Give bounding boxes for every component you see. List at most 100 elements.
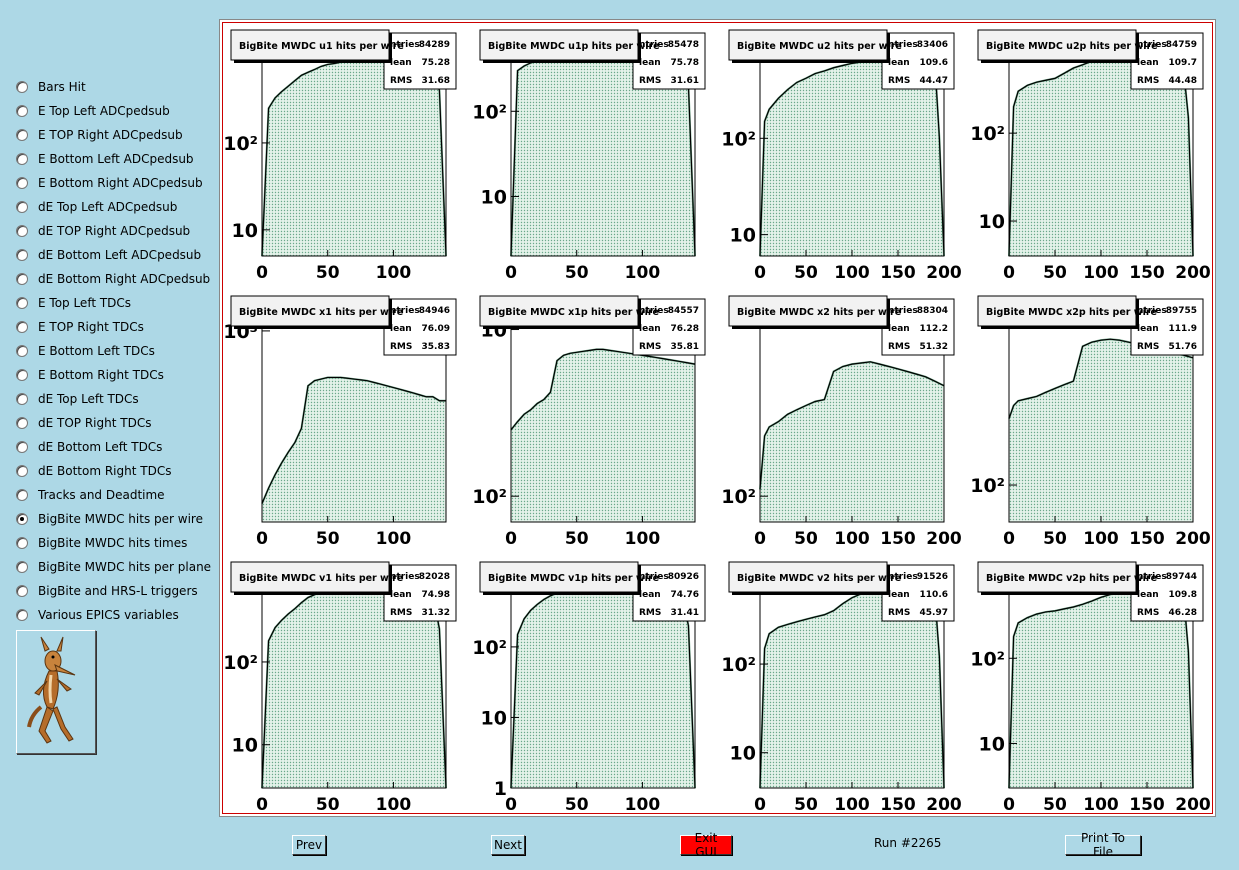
radio-button[interactable] xyxy=(16,225,28,237)
sidebar-item[interactable]: Bars Hit xyxy=(16,78,86,96)
sidebar-item[interactable]: BigBite MWDC hits times xyxy=(16,534,187,552)
x-tick-label: 0 xyxy=(256,263,268,283)
plot-title: BigBite MWDC x1 hits per wire xyxy=(239,307,403,318)
sidebar-item[interactable]: BigBite MWDC hits per plane xyxy=(16,558,211,576)
radio-button[interactable] xyxy=(16,249,28,261)
sidebar-item[interactable]: E Top Left ADCpedsub xyxy=(16,102,170,120)
stats-label: lean xyxy=(1137,590,1159,600)
sidebar-item[interactable]: E TOP Right TDCs xyxy=(16,318,144,336)
sidebar-item[interactable]: E Bottom Right ADCpedsub xyxy=(16,174,203,192)
sidebar-item[interactable]: dE Top Left TDCs xyxy=(16,390,139,408)
sidebar-item[interactable]: E TOP Right ADCpedsub xyxy=(16,126,183,144)
radio-button[interactable] xyxy=(16,153,28,165)
stats-value: 83406 xyxy=(917,40,948,50)
histogram-fill xyxy=(760,361,944,522)
sidebar-item-label: dE TOP Right ADCpedsub xyxy=(38,224,191,238)
stats-label: lean xyxy=(390,590,412,600)
stats-value: 82028 xyxy=(419,572,450,582)
x-tick-label: 100 xyxy=(1083,263,1119,283)
sidebar-item-label: dE Bottom Right ADCpedsub xyxy=(38,272,211,286)
sidebar-item[interactable]: Various EPICS variables xyxy=(16,606,179,624)
sidebar-item-label: dE Bottom Right TDCs xyxy=(38,464,172,478)
radio-button[interactable] xyxy=(16,489,28,501)
radio-button[interactable] xyxy=(16,441,28,453)
stats-label: ntries xyxy=(390,306,420,316)
x-tick-label: 0 xyxy=(1003,263,1015,283)
stats-value: 51.32 xyxy=(920,342,948,352)
sidebar-item-label: dE Bottom Left ADCpedsub xyxy=(38,248,202,262)
prev-button[interactable]: Prev xyxy=(292,835,326,855)
radio-button[interactable] xyxy=(16,81,28,93)
sidebar-item-label: E Bottom Left ADCpedsub xyxy=(38,152,194,166)
plot-title: BigBite MWDC v1 hits per wire xyxy=(239,573,403,584)
radio-button[interactable] xyxy=(16,177,28,189)
x-tick-label: 50 xyxy=(565,795,589,814)
sidebar-item[interactable]: dE Bottom Right ADCpedsub xyxy=(16,270,210,288)
plot-title: BigBite MWDC x2 hits per wire xyxy=(737,307,901,318)
radio-button[interactable] xyxy=(16,417,28,429)
sidebar-item[interactable]: dE Bottom Left ADCpedsub xyxy=(16,246,201,264)
sidebar-item[interactable]: BigBite MWDC hits per wire xyxy=(16,510,203,528)
radio-button[interactable] xyxy=(16,297,28,309)
x-tick-label: 200 xyxy=(926,529,962,549)
radio-button[interactable] xyxy=(16,465,28,477)
histogram-fill xyxy=(1009,60,1193,256)
radio-button[interactable] xyxy=(16,369,28,381)
y-tick-label: 10 xyxy=(481,186,507,208)
radio-button[interactable] xyxy=(16,129,28,141)
sidebar-item[interactable]: dE TOP Right TDCs xyxy=(16,414,151,432)
sidebar-item[interactable]: dE Top Left ADCpedsub xyxy=(16,198,177,216)
x-tick-label: 100 xyxy=(1083,795,1119,814)
radio-button[interactable] xyxy=(16,393,28,405)
radio-button[interactable] xyxy=(16,537,28,549)
radio-button[interactable] xyxy=(16,105,28,117)
exit-gui-button[interactable]: Exit GUI xyxy=(680,831,732,859)
radio-button[interactable] xyxy=(16,513,28,525)
stats-value: 76.28 xyxy=(671,324,699,334)
stats-box xyxy=(1130,298,1204,356)
sidebar-item[interactable]: E Bottom Right TDCs xyxy=(16,366,164,384)
stats-label: ntries xyxy=(390,40,420,50)
sidebar-item[interactable]: BigBite and HRS-L triggers xyxy=(16,582,198,600)
radio-button[interactable] xyxy=(16,585,28,597)
sidebar-item[interactable]: dE TOP Right ADCpedsub xyxy=(16,222,190,240)
next-button[interactable]: Next xyxy=(491,835,525,855)
x-tick-label: 50 xyxy=(1043,529,1067,549)
print-to-file-button[interactable]: Print To File xyxy=(1065,831,1141,859)
stats-value: 84289 xyxy=(419,40,450,50)
radio-button[interactable] xyxy=(16,609,28,621)
stats-value: 109.6 xyxy=(920,58,948,68)
stats-label: RMS xyxy=(1137,342,1159,352)
radio-button[interactable] xyxy=(16,561,28,573)
x-tick-label: 50 xyxy=(1043,795,1067,814)
radio-button[interactable] xyxy=(16,273,28,285)
title-box xyxy=(977,561,1137,593)
y-tick-label: 10 xyxy=(232,735,258,757)
sidebar-item[interactable]: dE Bottom Right TDCs xyxy=(16,462,171,480)
run-number-label: Run #2265 xyxy=(874,836,942,850)
stats-value: 111.9 xyxy=(1169,324,1197,334)
radio-button[interactable] xyxy=(16,201,28,213)
x-tick-label: 150 xyxy=(1129,795,1165,814)
sidebar-item[interactable]: Tracks and Deadtime xyxy=(16,486,165,504)
radio-button[interactable] xyxy=(16,345,28,357)
sidebar-item[interactable]: E Bottom Left TDCs xyxy=(16,342,155,360)
sidebar-item-label: BigBite and HRS-L triggers xyxy=(38,584,198,598)
stats-box xyxy=(881,298,955,356)
x-tick-label: 100 xyxy=(1083,529,1119,549)
title-box xyxy=(728,29,888,61)
stats-value: 76.09 xyxy=(422,324,450,334)
sidebar-item[interactable]: dE Bottom Left TDCs xyxy=(16,438,162,456)
x-tick-label: 50 xyxy=(316,263,340,283)
histogram-line xyxy=(759,361,945,490)
histogram-line xyxy=(261,376,446,504)
sidebar-item[interactable]: E Top Left TDCs xyxy=(16,294,131,312)
title-box xyxy=(479,295,639,327)
mascot-logo-button[interactable] xyxy=(16,630,96,754)
sidebar-item[interactable]: E Bottom Left ADCpedsub xyxy=(16,150,194,168)
radio-button[interactable] xyxy=(16,321,28,333)
stats-label: lean xyxy=(390,58,412,68)
